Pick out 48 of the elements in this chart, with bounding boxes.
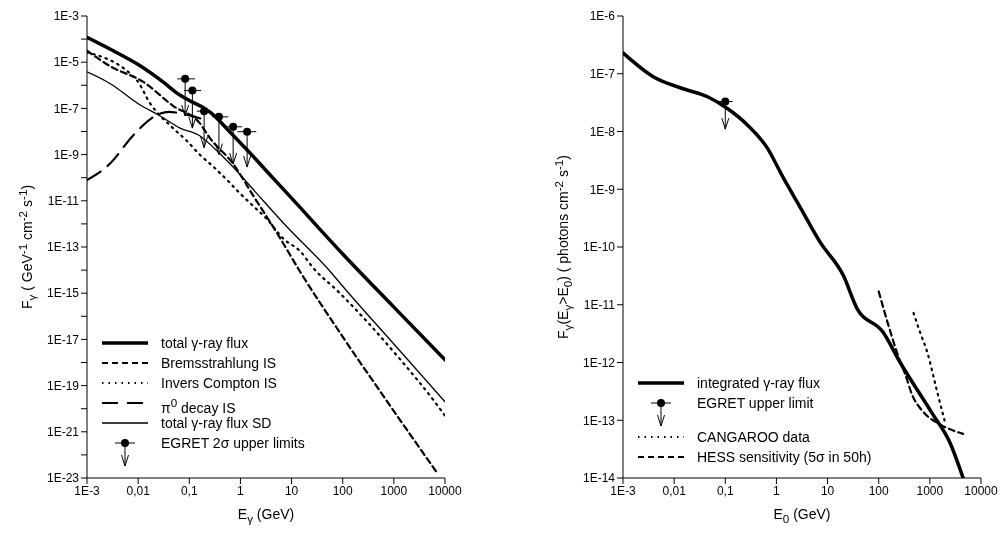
y-tick-label: 1E-11 xyxy=(583,298,616,313)
legend-label: total γ-ray flux SD xyxy=(161,415,272,432)
y-tick-label: 1E-12 xyxy=(582,355,616,370)
y-tick-label: 1E-7 xyxy=(53,101,80,116)
x-tick-label: 100 xyxy=(868,483,890,498)
x-axis-title: E$_{0}$ (GeV) xyxy=(773,506,831,525)
x-tick-label: 0,01 xyxy=(662,483,687,498)
legend-label: π$^{0}$ decay IS xyxy=(161,395,236,417)
x-tick-label: 1 xyxy=(773,483,781,498)
y-tick-label: 1E-13 xyxy=(582,413,616,428)
y-tick-label: 1E-21 xyxy=(46,425,80,440)
x-tick-label: 0,1 xyxy=(180,483,198,498)
legend-label: HESS sensitivity (5σ in 50h) xyxy=(697,448,872,466)
y-tick-label: 1E-11 xyxy=(47,194,80,209)
y-tick-label: 1E-6 xyxy=(589,9,616,24)
y-tick-label: 1E-9 xyxy=(53,147,80,162)
y-tick-label: 1E-7 xyxy=(589,67,616,82)
y-tick-label: 1E-9 xyxy=(589,182,616,197)
y-tick-label: 1E-3 xyxy=(53,9,80,24)
x-tick-label: 10 xyxy=(284,483,299,498)
x-tick-label: 10000 xyxy=(964,483,999,498)
legend-label: integrated γ-ray flux xyxy=(697,374,820,392)
x-tick-label: 100 xyxy=(332,483,354,498)
y-tick-label: 1E-5 xyxy=(53,55,80,70)
y-tick-label: 1E-14 xyxy=(582,471,616,486)
x-tick-label: 1000 xyxy=(916,483,944,498)
y-tick-label: 1E-17 xyxy=(46,332,80,347)
y-tick-label: 1E-8 xyxy=(589,124,616,139)
x-tick-label: 0,1 xyxy=(716,483,734,498)
x-tick-label: 1E-3 xyxy=(74,483,100,498)
x-tick-label: 10 xyxy=(820,483,835,498)
legend-label: EGRET 2σ upper limits xyxy=(161,434,305,452)
x-tick-label: 1 xyxy=(237,483,245,498)
x-tick-label: 0,01 xyxy=(126,483,151,498)
y-tick-label: 1E-23 xyxy=(46,471,80,486)
x-axis-title: E$_{γ}$ (GeV) xyxy=(237,506,295,525)
x-tick-label: 1000 xyxy=(380,483,408,498)
y-tick-label: 1E-19 xyxy=(46,378,80,393)
x-tick-label: 1E-3 xyxy=(610,483,636,498)
legend-label: EGRET upper limit xyxy=(697,394,814,412)
y-tick-label: 1E-13 xyxy=(46,240,80,255)
x-tick-label: 10000 xyxy=(428,483,463,498)
legend-label: Invers Compton IS xyxy=(161,374,277,392)
legend-label: CANGAROO data xyxy=(697,428,810,446)
legend-label: total γ-ray flux xyxy=(161,334,249,352)
legend-label: Bremsstrahlung IS xyxy=(161,354,277,372)
y-tick-label: 1E-15 xyxy=(46,286,80,301)
y-tick-label: 1E-10 xyxy=(582,240,616,255)
